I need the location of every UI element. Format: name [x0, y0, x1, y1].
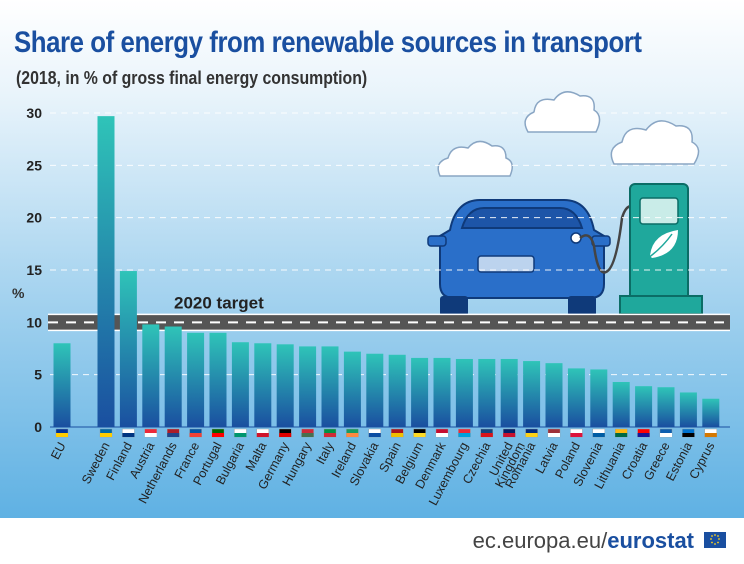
- flag-icon: [637, 428, 650, 438]
- bar-czechia: [478, 358, 496, 427]
- flag-icon: [480, 428, 493, 438]
- flag-icon: [547, 428, 561, 438]
- bar-romania: [523, 361, 541, 427]
- bar-austria: [142, 324, 160, 427]
- flag-icon: [234, 428, 247, 438]
- flag-icon: [211, 428, 225, 438]
- cloud-icon: [437, 140, 513, 177]
- flag-icon: [189, 428, 202, 438]
- bar-estonia: [679, 392, 697, 427]
- bar-malta: [254, 343, 272, 427]
- flag-icon: [166, 428, 180, 438]
- flag-icon: [256, 428, 269, 438]
- bar-netherlands: [164, 326, 182, 427]
- flag-icon: [368, 428, 381, 438]
- flag-icon: [346, 428, 359, 438]
- chart-title: Share of energy from renewable sources i…: [14, 26, 642, 59]
- target-label: 2020 target: [174, 293, 264, 312]
- charging-station-icon: [619, 183, 703, 315]
- flag-icon: [435, 428, 449, 438]
- footer-site: ec.europa.eu/: [472, 528, 608, 553]
- bar-denmark: [433, 357, 451, 427]
- flag-icon: [55, 428, 69, 438]
- footer: [0, 518, 744, 564]
- flag-icon: [99, 428, 113, 438]
- bar-italy: [321, 346, 339, 427]
- flag-icon: [592, 428, 605, 438]
- y-axis-label: %: [12, 285, 25, 301]
- bar-cyprus: [702, 398, 720, 427]
- y-tick-label: 10: [26, 314, 42, 330]
- flag-icon: [525, 428, 538, 438]
- y-tick-label: 15: [26, 262, 42, 278]
- y-tick-label: 5: [34, 367, 42, 383]
- bar-united-kingdom: [500, 358, 518, 427]
- flag-icon: [570, 428, 583, 438]
- flag-icon: [279, 428, 292, 438]
- flag-icon: [391, 428, 404, 438]
- flag-icon: [704, 428, 717, 438]
- bar-lithuania: [612, 381, 630, 427]
- bar-latvia: [545, 363, 563, 427]
- target-road-band: [48, 314, 730, 331]
- cloud-icon: [524, 91, 601, 133]
- bar-ireland: [343, 351, 361, 427]
- electric-car-icon: [427, 199, 611, 316]
- flag-icon: [659, 428, 673, 438]
- y-tick-label: 0: [34, 419, 42, 435]
- flag-icon: [458, 428, 471, 438]
- flag-icon: [323, 428, 337, 438]
- bar-eu: [53, 343, 71, 427]
- bar-germany: [276, 344, 294, 427]
- bar-spain: [388, 354, 406, 427]
- bar-slovenia: [590, 369, 608, 427]
- x-tick-label: EU: [48, 440, 69, 462]
- bar-bulgaria: [231, 342, 249, 427]
- footer-source[interactable]: ec.europa.eu/eurostat: [473, 528, 694, 554]
- flag-icon: [615, 428, 628, 438]
- bar-poland: [567, 368, 585, 427]
- cloud-icon: [610, 120, 700, 165]
- bar-sweden: [97, 116, 115, 427]
- flag-icon: [144, 428, 158, 438]
- chart-subtitle: (2018, in % of gross final energy consum…: [16, 68, 368, 88]
- bar-luxembourg: [455, 358, 473, 427]
- bar-greece: [657, 387, 675, 427]
- flag-icon: [503, 428, 516, 438]
- bar-hungary: [299, 346, 317, 427]
- y-tick-label: 25: [26, 157, 42, 173]
- flag-icon: [122, 428, 135, 438]
- y-tick-label: 20: [26, 210, 42, 226]
- bar-france: [187, 332, 205, 427]
- footer-brand: eurostat: [607, 528, 694, 553]
- bar-slovakia: [366, 353, 384, 427]
- bar-belgium: [411, 357, 429, 427]
- bar-finland: [119, 271, 137, 427]
- y-tick-label: 30: [26, 105, 42, 121]
- bar-portugal: [209, 332, 227, 427]
- flag-icon: [682, 428, 695, 438]
- bar-croatia: [635, 386, 653, 427]
- x-tick-label: Italy: [314, 439, 337, 466]
- flag-icon: [413, 428, 426, 438]
- flag-icon: [301, 428, 314, 438]
- charging-cable: [579, 204, 635, 274]
- eu-flag-logo: [704, 532, 726, 548]
